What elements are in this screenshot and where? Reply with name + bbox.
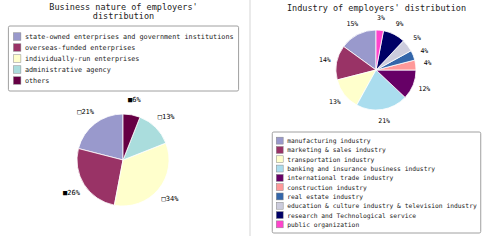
- legend: manufacturing industrymarketing & sales …: [272, 132, 480, 233]
- divider: [250, 0, 251, 236]
- legend-swatch: [276, 184, 283, 191]
- data-label: □13%: [158, 113, 176, 121]
- legend-entry: others: [25, 77, 50, 85]
- data-label: 13%: [329, 98, 341, 106]
- chart-root: Business nature of employers'distributio…: [0, 0, 500, 236]
- slices: [336, 30, 416, 110]
- data-label: □21%: [77, 108, 95, 116]
- legend-swatch: [276, 146, 283, 153]
- data-label: □34%: [162, 195, 180, 203]
- legend-frame: [8, 26, 238, 91]
- slice: [123, 114, 140, 160]
- legend-swatch: [276, 202, 283, 209]
- data-label: 15%: [347, 20, 359, 28]
- slice: [376, 70, 416, 97]
- legend-entry: international trade industry: [287, 174, 393, 182]
- data-label: 12%: [418, 85, 430, 93]
- legend-frame: [272, 132, 480, 233]
- legend-entry: overseas-funded enterprises: [25, 44, 136, 52]
- data-label: ■26%: [63, 189, 81, 197]
- legend-entry: state-owned enterprises and government i…: [25, 33, 234, 41]
- legend: state-owned enterprises and government i…: [8, 26, 238, 91]
- slice: [376, 30, 383, 70]
- title: Industry of employers' distribution: [287, 3, 466, 13]
- legend-entry: transportation industry: [287, 156, 374, 164]
- legend-entry: individually-run enterprises: [25, 55, 140, 63]
- data-label: 4%: [420, 47, 428, 55]
- legend-swatch: [13, 55, 20, 62]
- legend-swatch: [276, 212, 283, 219]
- data-label: ■6%: [128, 96, 141, 104]
- pie-chart: Industry of employers' distribution 15% 14…: [272, 3, 480, 233]
- data-label: 21%: [378, 117, 390, 125]
- slice: [376, 31, 403, 70]
- legend-swatch: [276, 165, 283, 172]
- data-label: 5%: [413, 34, 421, 42]
- title: Business nature of employers'distributio…: [49, 2, 197, 21]
- legend-entry: administrative agency: [25, 66, 111, 74]
- data-labels: 15% 14% 13% 21% 12% 4% 4% 5% 9% 3%: [319, 14, 432, 125]
- title-line: Industry of employers' distribution: [287, 3, 466, 13]
- legend-swatch: [13, 66, 20, 73]
- legend-swatch: [276, 174, 283, 181]
- legend-entry: education & culture industry & televisio…: [287, 202, 477, 210]
- pie-chart: Business nature of employers'distributio…: [8, 2, 238, 206]
- legend-entry: manufacturing industry: [287, 137, 371, 145]
- data-labels: □21% ■26% □34% □13% ■6%: [63, 96, 179, 203]
- data-label: 4%: [424, 59, 432, 67]
- legend-entry: research and Technological service: [287, 212, 416, 220]
- legend-swatch: [13, 77, 20, 84]
- legend-swatch: [276, 193, 283, 200]
- legend-swatch: [13, 44, 20, 51]
- legend-entry: construction industry: [287, 184, 367, 192]
- data-label: 3%: [377, 14, 385, 22]
- legend-entry: marketing & sales industry: [287, 146, 386, 154]
- legend-entry: public organization: [287, 221, 359, 229]
- data-label: 9%: [396, 20, 404, 28]
- legend-swatch: [13, 33, 20, 40]
- slices: [77, 114, 169, 206]
- title-line: distribution: [93, 11, 154, 21]
- legend-swatch: [276, 137, 283, 144]
- legend-entry: banking and insurance business industry: [287, 165, 435, 173]
- data-label: 14%: [319, 56, 331, 64]
- legend-entry: real estate industry: [287, 193, 363, 201]
- legend-swatch: [276, 221, 283, 228]
- legend-swatch: [276, 156, 283, 163]
